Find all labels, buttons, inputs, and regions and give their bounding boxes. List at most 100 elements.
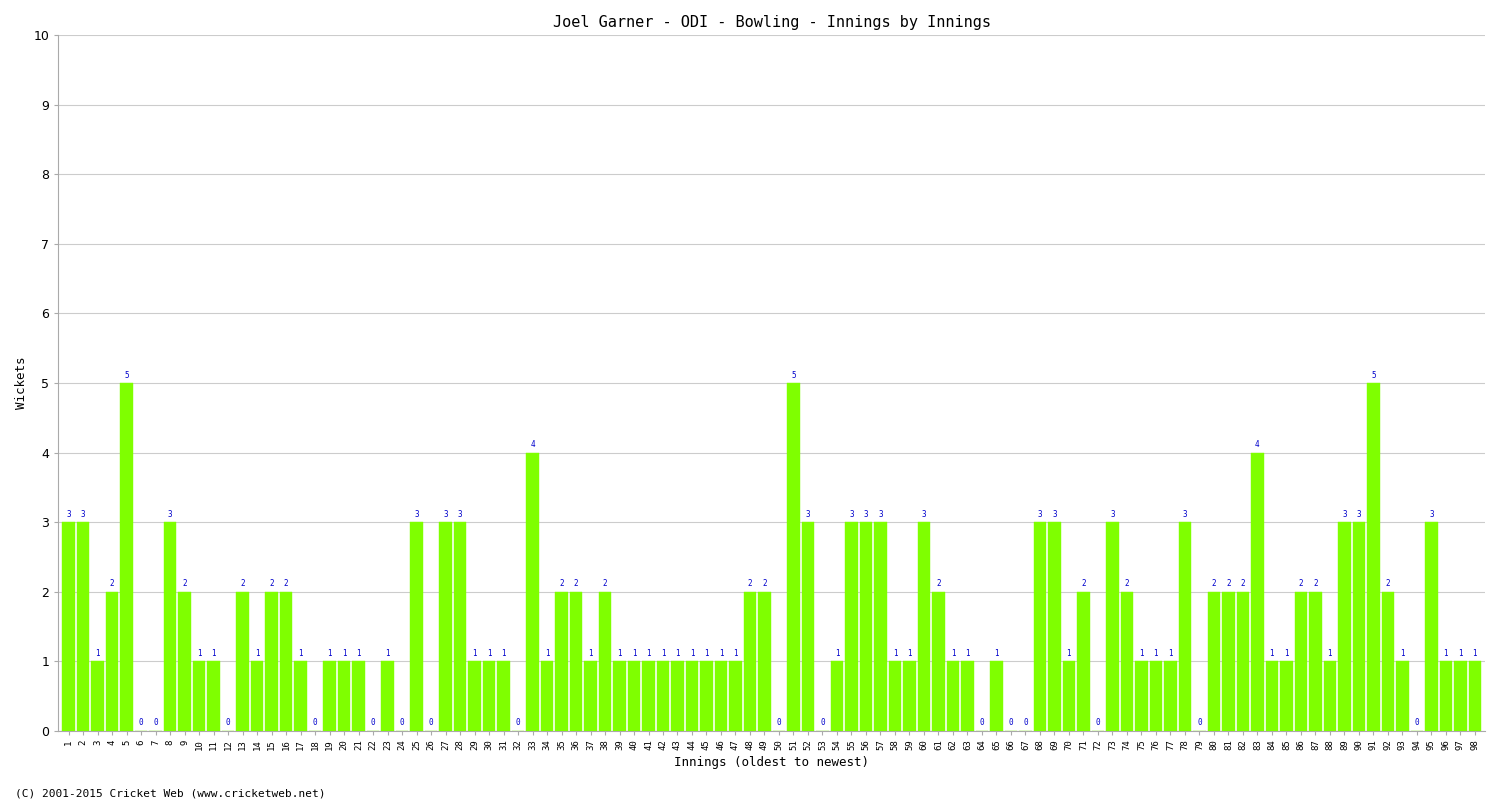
Text: 2: 2	[1312, 579, 1317, 588]
Text: 3: 3	[864, 510, 868, 518]
Text: 3: 3	[921, 510, 927, 518]
Bar	[585, 661, 597, 730]
Text: 5: 5	[790, 370, 796, 379]
Bar	[483, 661, 495, 730]
Text: 1: 1	[501, 649, 506, 658]
Bar	[598, 591, 610, 730]
Bar	[555, 591, 567, 730]
Text: 2: 2	[1386, 579, 1390, 588]
Text: (C) 2001-2015 Cricket Web (www.cricketweb.net): (C) 2001-2015 Cricket Web (www.cricketwe…	[15, 788, 326, 798]
Text: 1: 1	[1269, 649, 1274, 658]
Text: 1: 1	[1168, 649, 1173, 658]
Text: 1: 1	[951, 649, 956, 658]
Bar	[859, 522, 871, 730]
Text: 1: 1	[1400, 649, 1404, 658]
Text: 3: 3	[458, 510, 462, 518]
Bar	[729, 661, 741, 730]
Bar	[642, 661, 654, 730]
Bar	[294, 661, 306, 730]
Text: 3: 3	[81, 510, 86, 518]
Text: 0: 0	[226, 718, 231, 727]
Text: 1: 1	[718, 649, 723, 658]
Text: 1: 1	[704, 649, 710, 658]
Text: 1: 1	[964, 649, 970, 658]
Bar	[1064, 661, 1076, 730]
Title: Joel Garner - ODI - Bowling - Innings by Innings: Joel Garner - ODI - Bowling - Innings by…	[552, 15, 990, 30]
Bar	[542, 661, 554, 730]
Text: 2: 2	[110, 579, 114, 588]
Bar	[92, 661, 104, 730]
Bar	[744, 591, 756, 730]
Text: 2: 2	[762, 579, 766, 588]
Bar	[846, 522, 858, 730]
Bar	[874, 522, 886, 730]
Text: 3: 3	[1110, 510, 1114, 518]
Text: 0: 0	[399, 718, 405, 727]
Text: 3: 3	[849, 510, 853, 518]
Bar	[266, 591, 278, 730]
Bar	[106, 591, 118, 730]
Bar	[1077, 591, 1089, 730]
Text: 1: 1	[544, 649, 549, 658]
Bar	[468, 661, 480, 730]
Text: 0: 0	[1095, 718, 1100, 727]
Bar	[700, 661, 712, 730]
Bar	[1382, 591, 1394, 730]
Bar	[1425, 522, 1437, 730]
Bar	[788, 383, 800, 730]
Bar	[381, 661, 393, 730]
Text: 1: 1	[342, 649, 346, 658]
Bar	[1338, 522, 1350, 730]
Text: 0: 0	[312, 718, 318, 727]
Bar	[1120, 591, 1132, 730]
Text: 3: 3	[1356, 510, 1360, 518]
Bar	[76, 522, 90, 730]
Text: 1: 1	[834, 649, 840, 658]
Text: 2: 2	[603, 579, 608, 588]
Text: 0: 0	[777, 718, 782, 727]
Text: 3: 3	[1182, 510, 1186, 518]
Bar	[1310, 591, 1322, 730]
Text: 2: 2	[1226, 579, 1230, 588]
Text: 0: 0	[516, 718, 520, 727]
Text: 1: 1	[196, 649, 201, 658]
Text: 0: 0	[821, 718, 825, 727]
Bar	[1323, 661, 1336, 730]
Bar	[178, 591, 190, 730]
Text: 1: 1	[1154, 649, 1158, 658]
Bar	[1396, 661, 1408, 730]
Text: 1: 1	[1066, 649, 1071, 658]
Bar	[440, 522, 452, 730]
Text: 2: 2	[1212, 579, 1216, 588]
Text: 1: 1	[994, 649, 999, 658]
Bar	[251, 661, 262, 730]
Bar	[164, 522, 176, 730]
Text: 0: 0	[370, 718, 375, 727]
Text: 5: 5	[1371, 370, 1376, 379]
Bar	[802, 522, 814, 730]
Text: 1: 1	[255, 649, 260, 658]
Text: 0: 0	[429, 718, 433, 727]
Text: 1: 1	[96, 649, 100, 658]
Bar	[1251, 453, 1263, 730]
Text: 2: 2	[573, 579, 579, 588]
Text: 1: 1	[356, 649, 362, 658]
Text: 2: 2	[1082, 579, 1086, 588]
Bar	[498, 661, 510, 730]
Bar	[1208, 591, 1219, 730]
Text: 0: 0	[980, 718, 984, 727]
Text: 4: 4	[1256, 440, 1260, 449]
Bar	[570, 591, 582, 730]
Text: 2: 2	[1125, 579, 1130, 588]
Y-axis label: Wickets: Wickets	[15, 357, 28, 410]
Bar	[411, 522, 423, 730]
Text: 1: 1	[908, 649, 912, 658]
Bar	[338, 661, 350, 730]
Bar	[1366, 383, 1380, 730]
Text: 1: 1	[1443, 649, 1448, 658]
Text: 1: 1	[211, 649, 216, 658]
Bar	[933, 591, 945, 730]
Bar	[1266, 661, 1278, 730]
Bar	[831, 661, 843, 730]
Text: 2: 2	[240, 579, 244, 588]
